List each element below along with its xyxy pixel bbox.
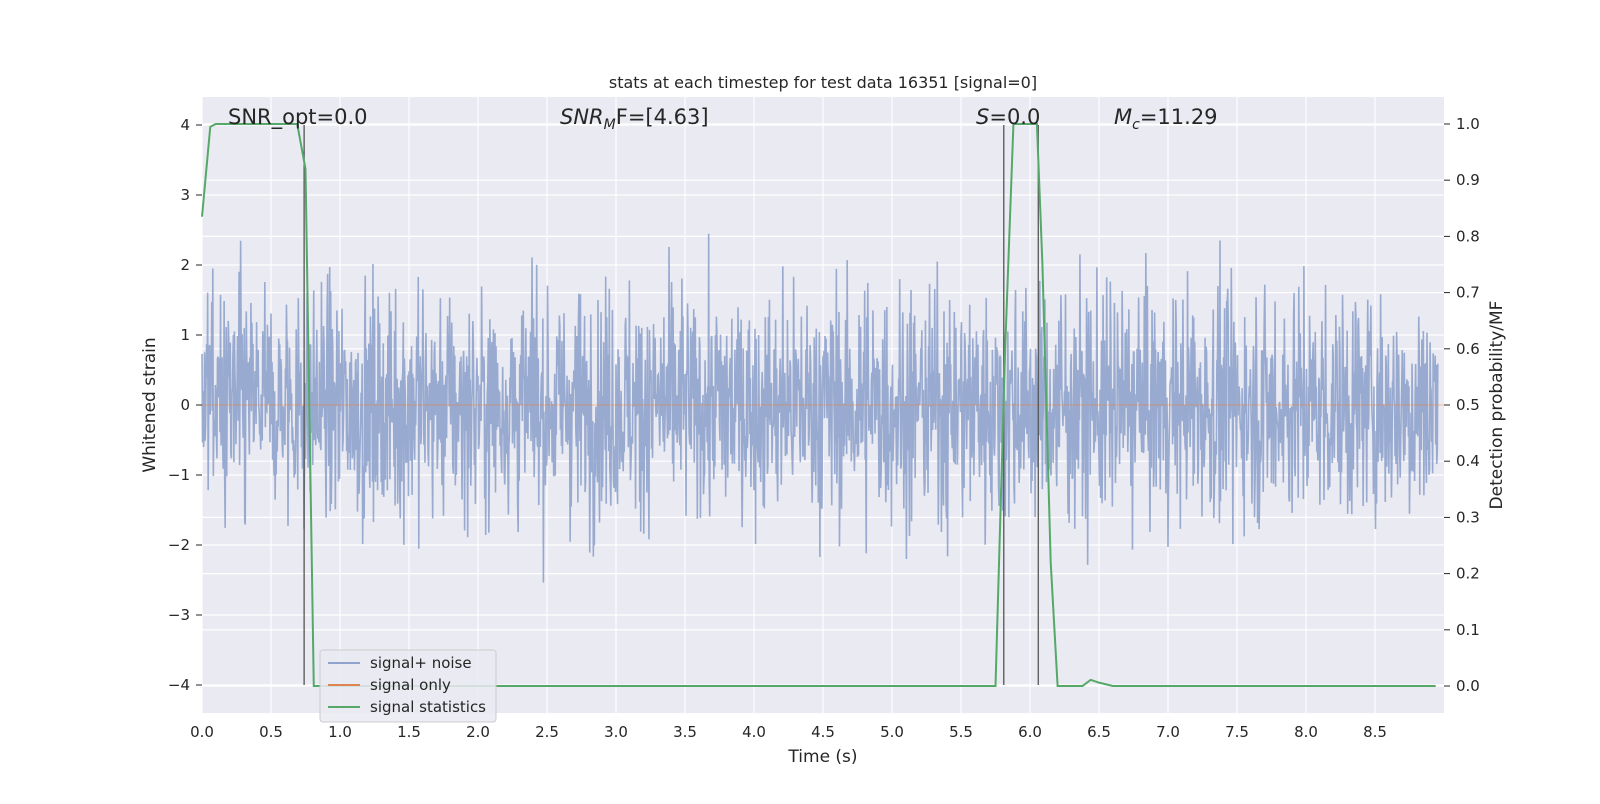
x-tick-label: 1.0 <box>328 723 352 741</box>
legend-label-signal-only: signal only <box>370 676 451 694</box>
x-tick-label: 3.5 <box>673 723 697 741</box>
x-tick-label: 4.0 <box>742 723 766 741</box>
legend-box <box>319 649 497 723</box>
y-axis-label: Whitened strain <box>140 337 160 472</box>
x-tick-label: 5.5 <box>949 723 973 741</box>
y-right-tick-label: 0.1 <box>1456 621 1480 639</box>
y-tick-label: 1 <box>180 326 190 344</box>
x-tick-label: 8.5 <box>1363 723 1387 741</box>
y-right-tick-label: 0.0 <box>1456 677 1480 695</box>
y-right-tick-label: 0.5 <box>1456 396 1480 414</box>
x-tick-label: 5.0 <box>880 723 904 741</box>
annotation-mc-sub: c <box>1132 117 1140 133</box>
x-tick-label: 1.5 <box>397 723 421 741</box>
legend-label-signal-statistics: signal statistics <box>370 698 486 716</box>
annotation-snr-mf-rest: F=[4.63] <box>616 105 709 129</box>
y-tick-label: 3 <box>180 186 190 204</box>
x-tick-label: 4.5 <box>811 723 835 741</box>
annotation-s-value: =0.0 <box>989 105 1040 129</box>
series-signal-noise <box>201 233 1439 583</box>
y-axis-ticks: 4 3 2 1 0 −1 −2 −3 −4 <box>168 116 202 694</box>
annotation-snr-mf-prefix: SNR <box>560 105 604 129</box>
legend-label-signal-noise: signal+ noise <box>370 654 472 672</box>
y-right-tick-label: 0.7 <box>1456 284 1480 302</box>
x-axis-ticks: 0.0 0.5 1.0 1.5 2.0 2.5 3.0 3.5 4.0 4.5 5.0 5.5 6.0 6… <box>190 723 1387 741</box>
y-right-axis-label: Detection probability/MF <box>1487 301 1507 510</box>
annotation-s: S=0.0 <box>976 105 1040 129</box>
x-tick-label: 0.0 <box>190 723 214 741</box>
y-tick-label: −4 <box>168 676 190 694</box>
y-right-axis-ticks: 1.0 0.9 0.8 0.7 0.6 0.5 0.4 0.3 0.2 0.1 0.0 <box>1444 115 1480 695</box>
annotation-mc-symbol: M <box>1114 105 1132 129</box>
y-tick-label: −3 <box>168 606 190 624</box>
y-tick-label: 4 <box>180 116 190 134</box>
annotation-mc: Mc=11.29 <box>1114 105 1218 133</box>
annotation-mc-value: =11.29 <box>1140 105 1218 129</box>
y-tick-label: 2 <box>180 256 190 274</box>
series-signal-statistics <box>201 122 1436 688</box>
signal-noise-line <box>201 233 1439 583</box>
x-tick-label: 6.0 <box>1018 723 1042 741</box>
y-right-tick-label: 0.6 <box>1456 340 1480 358</box>
x-tick-label: 6.5 <box>1087 723 1111 741</box>
y-right-tick-label: 0.3 <box>1456 508 1480 526</box>
annotation-snr-mf: SNRMF=[4.63] <box>560 105 709 133</box>
chart-title: stats at each timestep for test data 163… <box>609 73 1037 92</box>
annotation-snr-opt: SNR_opt=0.0 <box>228 105 368 130</box>
y-right-tick-label: 0.9 <box>1456 171 1480 189</box>
x-axis-label: Time (s) <box>787 747 857 767</box>
x-tick-label: 2.0 <box>466 723 490 741</box>
y-right-tick-label: 0.4 <box>1456 452 1480 470</box>
x-tick-label: 7.5 <box>1225 723 1249 741</box>
y-right-tick-label: 0.2 <box>1456 565 1480 583</box>
x-tick-label: 0.5 <box>259 723 283 741</box>
x-tick-label: 7.0 <box>1156 723 1180 741</box>
x-tick-label: 3.0 <box>604 723 628 741</box>
signal-statistics-line <box>201 122 1436 688</box>
y-tick-label: 0 <box>180 396 190 414</box>
annotation-s-symbol: S <box>976 105 989 129</box>
x-tick-label: 2.5 <box>535 723 559 741</box>
y-tick-label: −1 <box>168 466 190 484</box>
annotation-snr-mf-sub: M <box>604 117 616 133</box>
y-tick-label: −2 <box>168 536 190 554</box>
legend: signal+ noise signal only signal statist… <box>319 649 497 723</box>
x-tick-label: 8.0 <box>1294 723 1318 741</box>
y-right-tick-label: 1.0 <box>1456 115 1480 133</box>
y-right-tick-label: 0.8 <box>1456 227 1480 245</box>
